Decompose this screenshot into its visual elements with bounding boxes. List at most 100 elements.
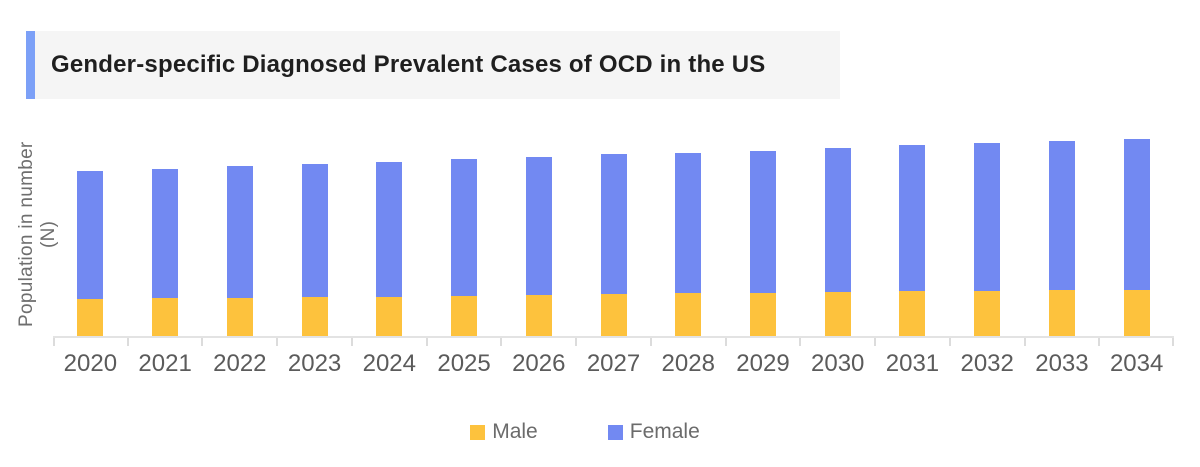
plot-area xyxy=(53,130,1174,338)
bar-segment-2032-male[interactable] xyxy=(974,291,1001,336)
bar-segment-2025-female[interactable] xyxy=(451,159,478,296)
bar-segment-2031-male[interactable] xyxy=(899,291,926,336)
bar-slot-2026 xyxy=(501,130,576,336)
bar-slot-2028 xyxy=(651,130,726,336)
x-axis-label-2024: 2024 xyxy=(362,350,416,377)
bar-segment-2021-male[interactable] xyxy=(152,298,179,336)
x-axis-label-2026: 2026 xyxy=(512,350,566,377)
axis-tick xyxy=(874,338,877,346)
bar-segment-2022-female[interactable] xyxy=(226,166,253,298)
bar-segment-2033-female[interactable] xyxy=(1048,141,1075,290)
bar-segment-2034-male[interactable] xyxy=(1123,290,1150,336)
bar-slot-2024 xyxy=(352,130,427,336)
bar-segment-2021-female[interactable] xyxy=(152,169,179,298)
stacked-bar-2032[interactable] xyxy=(974,143,1001,336)
bar-segment-2029-female[interactable] xyxy=(749,151,776,293)
bar-segment-2026-female[interactable] xyxy=(525,157,552,295)
axis-tick xyxy=(1098,338,1101,346)
bar-segment-2032-female[interactable] xyxy=(974,143,1001,291)
stacked-bar-2021[interactable] xyxy=(152,169,179,336)
bar-slot-2022 xyxy=(202,130,277,336)
axis-tick xyxy=(799,338,802,346)
x-axis-label-2021: 2021 xyxy=(138,350,192,377)
x-axis-label-2033: 2033 xyxy=(1035,350,1089,377)
stacked-bar-2033[interactable] xyxy=(1048,141,1075,336)
axis-tick xyxy=(649,338,652,346)
legend-label-male: Male xyxy=(492,420,538,443)
legend-swatch-female xyxy=(607,424,623,440)
x-axis-label-2030: 2030 xyxy=(811,350,865,377)
stacked-bar-2024[interactable] xyxy=(376,162,403,336)
bar-segment-2027-male[interactable] xyxy=(600,294,627,336)
bar-segment-2024-female[interactable] xyxy=(376,162,403,297)
bar-slot-2030 xyxy=(800,130,875,336)
bar-segment-2030-female[interactable] xyxy=(824,148,851,292)
axis-tick xyxy=(276,338,279,346)
legend-swatch-male xyxy=(470,424,486,440)
stacked-bar-2020[interactable] xyxy=(77,171,104,336)
bar-segment-2024-male[interactable] xyxy=(376,297,403,336)
stacked-bar-2026[interactable] xyxy=(525,157,552,336)
x-axis-label-2023: 2023 xyxy=(287,350,342,377)
axis-tick xyxy=(575,338,578,346)
x-axis-label-2028: 2028 xyxy=(661,350,715,377)
stacked-bar-2030[interactable] xyxy=(824,148,851,336)
bar-slot-2023 xyxy=(277,130,352,336)
title-background: Gender-specific Diagnosed Prevalent Case… xyxy=(35,31,840,99)
stacked-bar-2023[interactable] xyxy=(301,164,328,336)
axis-tick xyxy=(1023,338,1026,346)
x-axis-ticks xyxy=(53,338,1174,346)
stacked-bar-2031[interactable] xyxy=(899,145,926,336)
bar-slot-2025 xyxy=(427,130,502,336)
bar-segment-2022-male[interactable] xyxy=(226,298,253,336)
stacked-bar-2025[interactable] xyxy=(451,159,478,336)
x-axis-label-2027: 2027 xyxy=(586,350,641,377)
bar-segment-2028-female[interactable] xyxy=(675,153,702,293)
bar-slot-2020 xyxy=(53,130,128,336)
bar-slot-2033 xyxy=(1025,130,1100,336)
bar-slot-2029 xyxy=(726,130,801,336)
bar-segment-2020-female[interactable] xyxy=(77,171,104,299)
bar-segment-2023-male[interactable] xyxy=(301,297,328,336)
bar-segment-2026-male[interactable] xyxy=(525,295,552,336)
title-banner: Gender-specific Diagnosed Prevalent Case… xyxy=(26,31,840,99)
axis-tick xyxy=(1172,338,1174,346)
bar-segment-2031-female[interactable] xyxy=(899,145,926,291)
bar-segment-2027-female[interactable] xyxy=(600,154,627,294)
axis-tick xyxy=(948,338,951,346)
title-accent-bar xyxy=(26,31,35,99)
x-axis-labels: 2020 2021 2022 2023 2024 2025 2026 2027 2028 2029… xyxy=(53,350,1174,378)
bar-segment-2020-male[interactable] xyxy=(77,299,104,336)
bar-segment-2025-male[interactable] xyxy=(451,296,478,336)
bar-slot-2027 xyxy=(576,130,651,336)
stacked-bar-2027[interactable] xyxy=(600,154,627,336)
axis-tick xyxy=(425,338,428,346)
bar-segment-2029-male[interactable] xyxy=(749,293,776,336)
bar-segment-2030-male[interactable] xyxy=(824,292,851,336)
x-axis-label-2025: 2025 xyxy=(437,350,491,377)
bar-segment-2023-female[interactable] xyxy=(301,164,328,297)
x-axis-label-2031: 2031 xyxy=(885,350,940,377)
axis-tick xyxy=(53,338,55,346)
legend-item-male[interactable]: Male xyxy=(470,420,538,444)
x-axis-label-2022: 2022 xyxy=(213,350,267,377)
x-axis-label-2020: 2020 xyxy=(63,350,118,377)
page-title: Gender-specific Diagnosed Prevalent Case… xyxy=(51,51,766,78)
axis-tick xyxy=(126,338,129,346)
x-axis-label-2032: 2032 xyxy=(960,350,1014,377)
bar-segment-2034-female[interactable] xyxy=(1123,139,1150,290)
axis-tick xyxy=(201,338,204,346)
axis-tick xyxy=(350,338,353,346)
stacked-bar-2034[interactable] xyxy=(1123,139,1150,336)
bar-slot-2034 xyxy=(1099,130,1174,336)
x-axis-label-2029: 2029 xyxy=(736,350,790,377)
bar-segment-2033-male[interactable] xyxy=(1048,290,1075,336)
legend-item-female[interactable]: Female xyxy=(607,420,700,444)
stacked-bar-2028[interactable] xyxy=(675,153,702,336)
bar-segment-2028-male[interactable] xyxy=(675,293,702,336)
stacked-bar-2022[interactable] xyxy=(226,166,253,336)
x-axis-label-2034: 2034 xyxy=(1109,350,1164,377)
stacked-bar-2029[interactable] xyxy=(749,151,776,336)
legend-label-female: Female xyxy=(629,420,700,443)
bar-slot-2031 xyxy=(875,130,950,336)
